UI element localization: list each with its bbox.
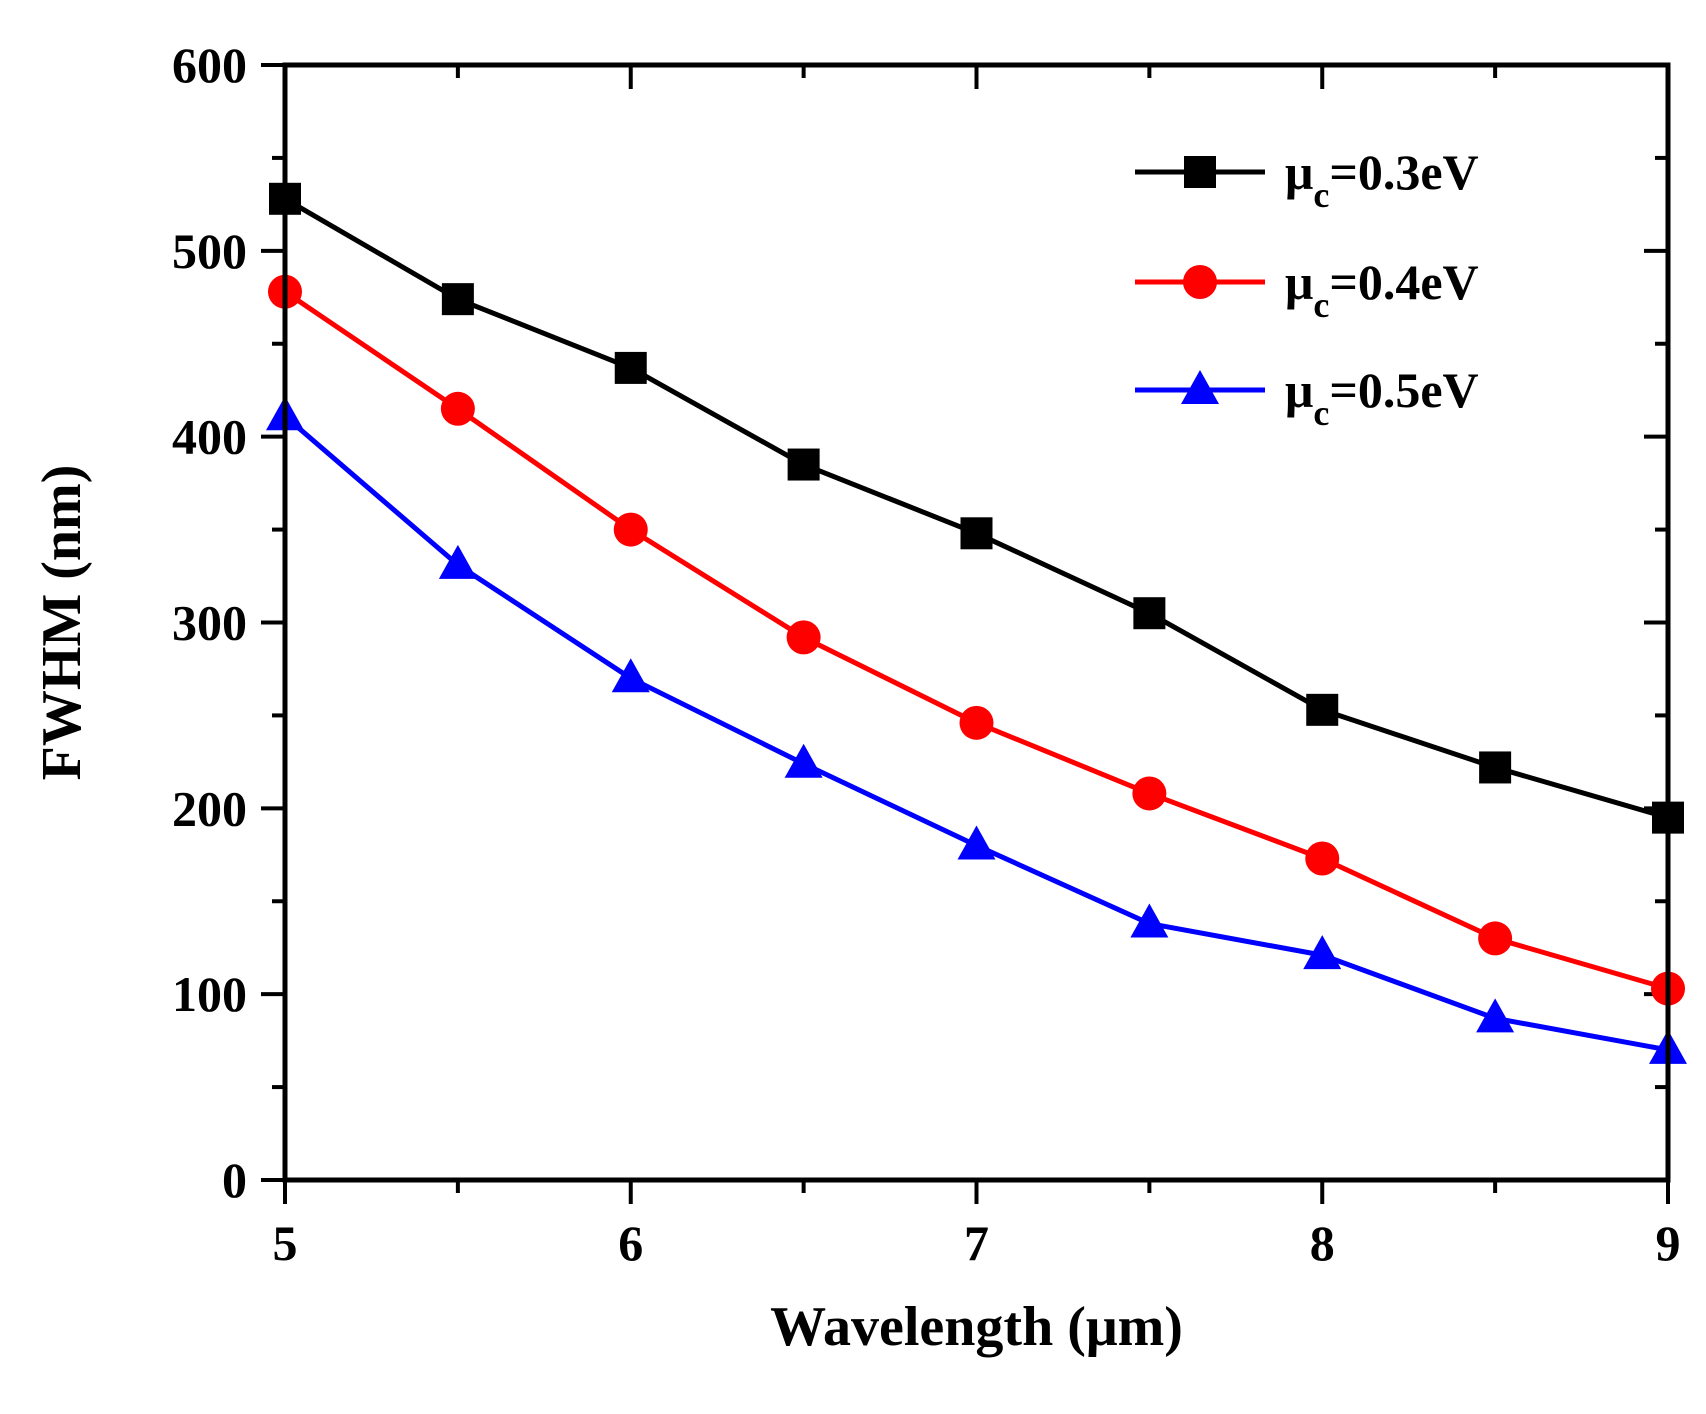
legend-label: μc=0.3eV bbox=[1285, 144, 1479, 215]
data-point bbox=[787, 448, 820, 481]
data-point bbox=[957, 825, 996, 860]
data-point bbox=[1479, 751, 1512, 784]
data-point bbox=[1130, 903, 1169, 938]
legend-symbol: μ bbox=[1285, 144, 1313, 200]
y-tick-label: 0 bbox=[222, 1152, 247, 1208]
legend-symbol: μ bbox=[1285, 362, 1313, 418]
data-point bbox=[784, 743, 823, 778]
y-tick-label: 400 bbox=[172, 409, 247, 465]
y-tick-label: 600 bbox=[172, 37, 247, 93]
ticks-layer bbox=[261, 63, 1670, 1204]
data-point bbox=[960, 517, 993, 550]
x-tick-label: 9 bbox=[1656, 1215, 1681, 1271]
data-point bbox=[1306, 693, 1339, 726]
x-tick-label: 6 bbox=[618, 1215, 643, 1271]
legend-subscript: c bbox=[1313, 175, 1329, 215]
x-tick-label: 7 bbox=[964, 1215, 989, 1271]
legend-label: μc=0.5eV bbox=[1285, 362, 1479, 433]
y-axis-title: FWHM (nm) bbox=[31, 465, 93, 781]
y-tick-label: 300 bbox=[172, 595, 247, 651]
data-point bbox=[786, 620, 821, 655]
series-layer bbox=[266, 182, 1687, 1064]
legend-label: μc=0.4eV bbox=[1285, 254, 1479, 325]
legend-symbol: μ bbox=[1285, 254, 1313, 310]
y-tick-label: 500 bbox=[172, 223, 247, 279]
legend-value: =0.4eV bbox=[1329, 254, 1478, 310]
data-point bbox=[440, 391, 475, 426]
legend-item: μc=0.4eV bbox=[1135, 254, 1479, 325]
legend-subscript: c bbox=[1313, 285, 1329, 325]
data-point bbox=[614, 351, 647, 384]
data-point bbox=[1133, 597, 1166, 630]
data-point bbox=[1303, 935, 1342, 970]
legend-marker bbox=[1184, 156, 1216, 188]
y-tick-label: 200 bbox=[172, 780, 247, 836]
x-tick-label: 5 bbox=[273, 1215, 298, 1271]
x-axis-title: Wavelength (μm) bbox=[770, 1296, 1183, 1358]
data-point bbox=[1476, 998, 1515, 1033]
data-point bbox=[1132, 776, 1167, 811]
data-point bbox=[1305, 841, 1340, 876]
data-point bbox=[611, 658, 650, 693]
legend-value: =0.5eV bbox=[1329, 362, 1478, 418]
legend-subscript: c bbox=[1313, 393, 1329, 433]
series-circle bbox=[268, 274, 1685, 1006]
legend-marker bbox=[1181, 370, 1219, 404]
y-tick-label: 100 bbox=[172, 966, 247, 1022]
data-point bbox=[959, 705, 994, 740]
legend-marker bbox=[1183, 265, 1217, 299]
x-tick-label: 8 bbox=[1310, 1215, 1335, 1271]
legend-item: μc=0.3eV bbox=[1135, 144, 1479, 215]
legend-item: μc=0.5eV bbox=[1135, 362, 1479, 433]
series-triangle bbox=[266, 396, 1687, 1064]
data-point bbox=[613, 512, 648, 547]
legend-value: =0.3eV bbox=[1329, 144, 1478, 200]
plot-frame bbox=[282, 62, 1671, 1183]
data-point bbox=[441, 283, 474, 316]
tick-labels: 5 6 7 8 9 0 100 200 300 400 500 600 bbox=[172, 37, 1681, 1271]
data-point bbox=[1478, 921, 1513, 956]
data-point bbox=[438, 544, 477, 579]
